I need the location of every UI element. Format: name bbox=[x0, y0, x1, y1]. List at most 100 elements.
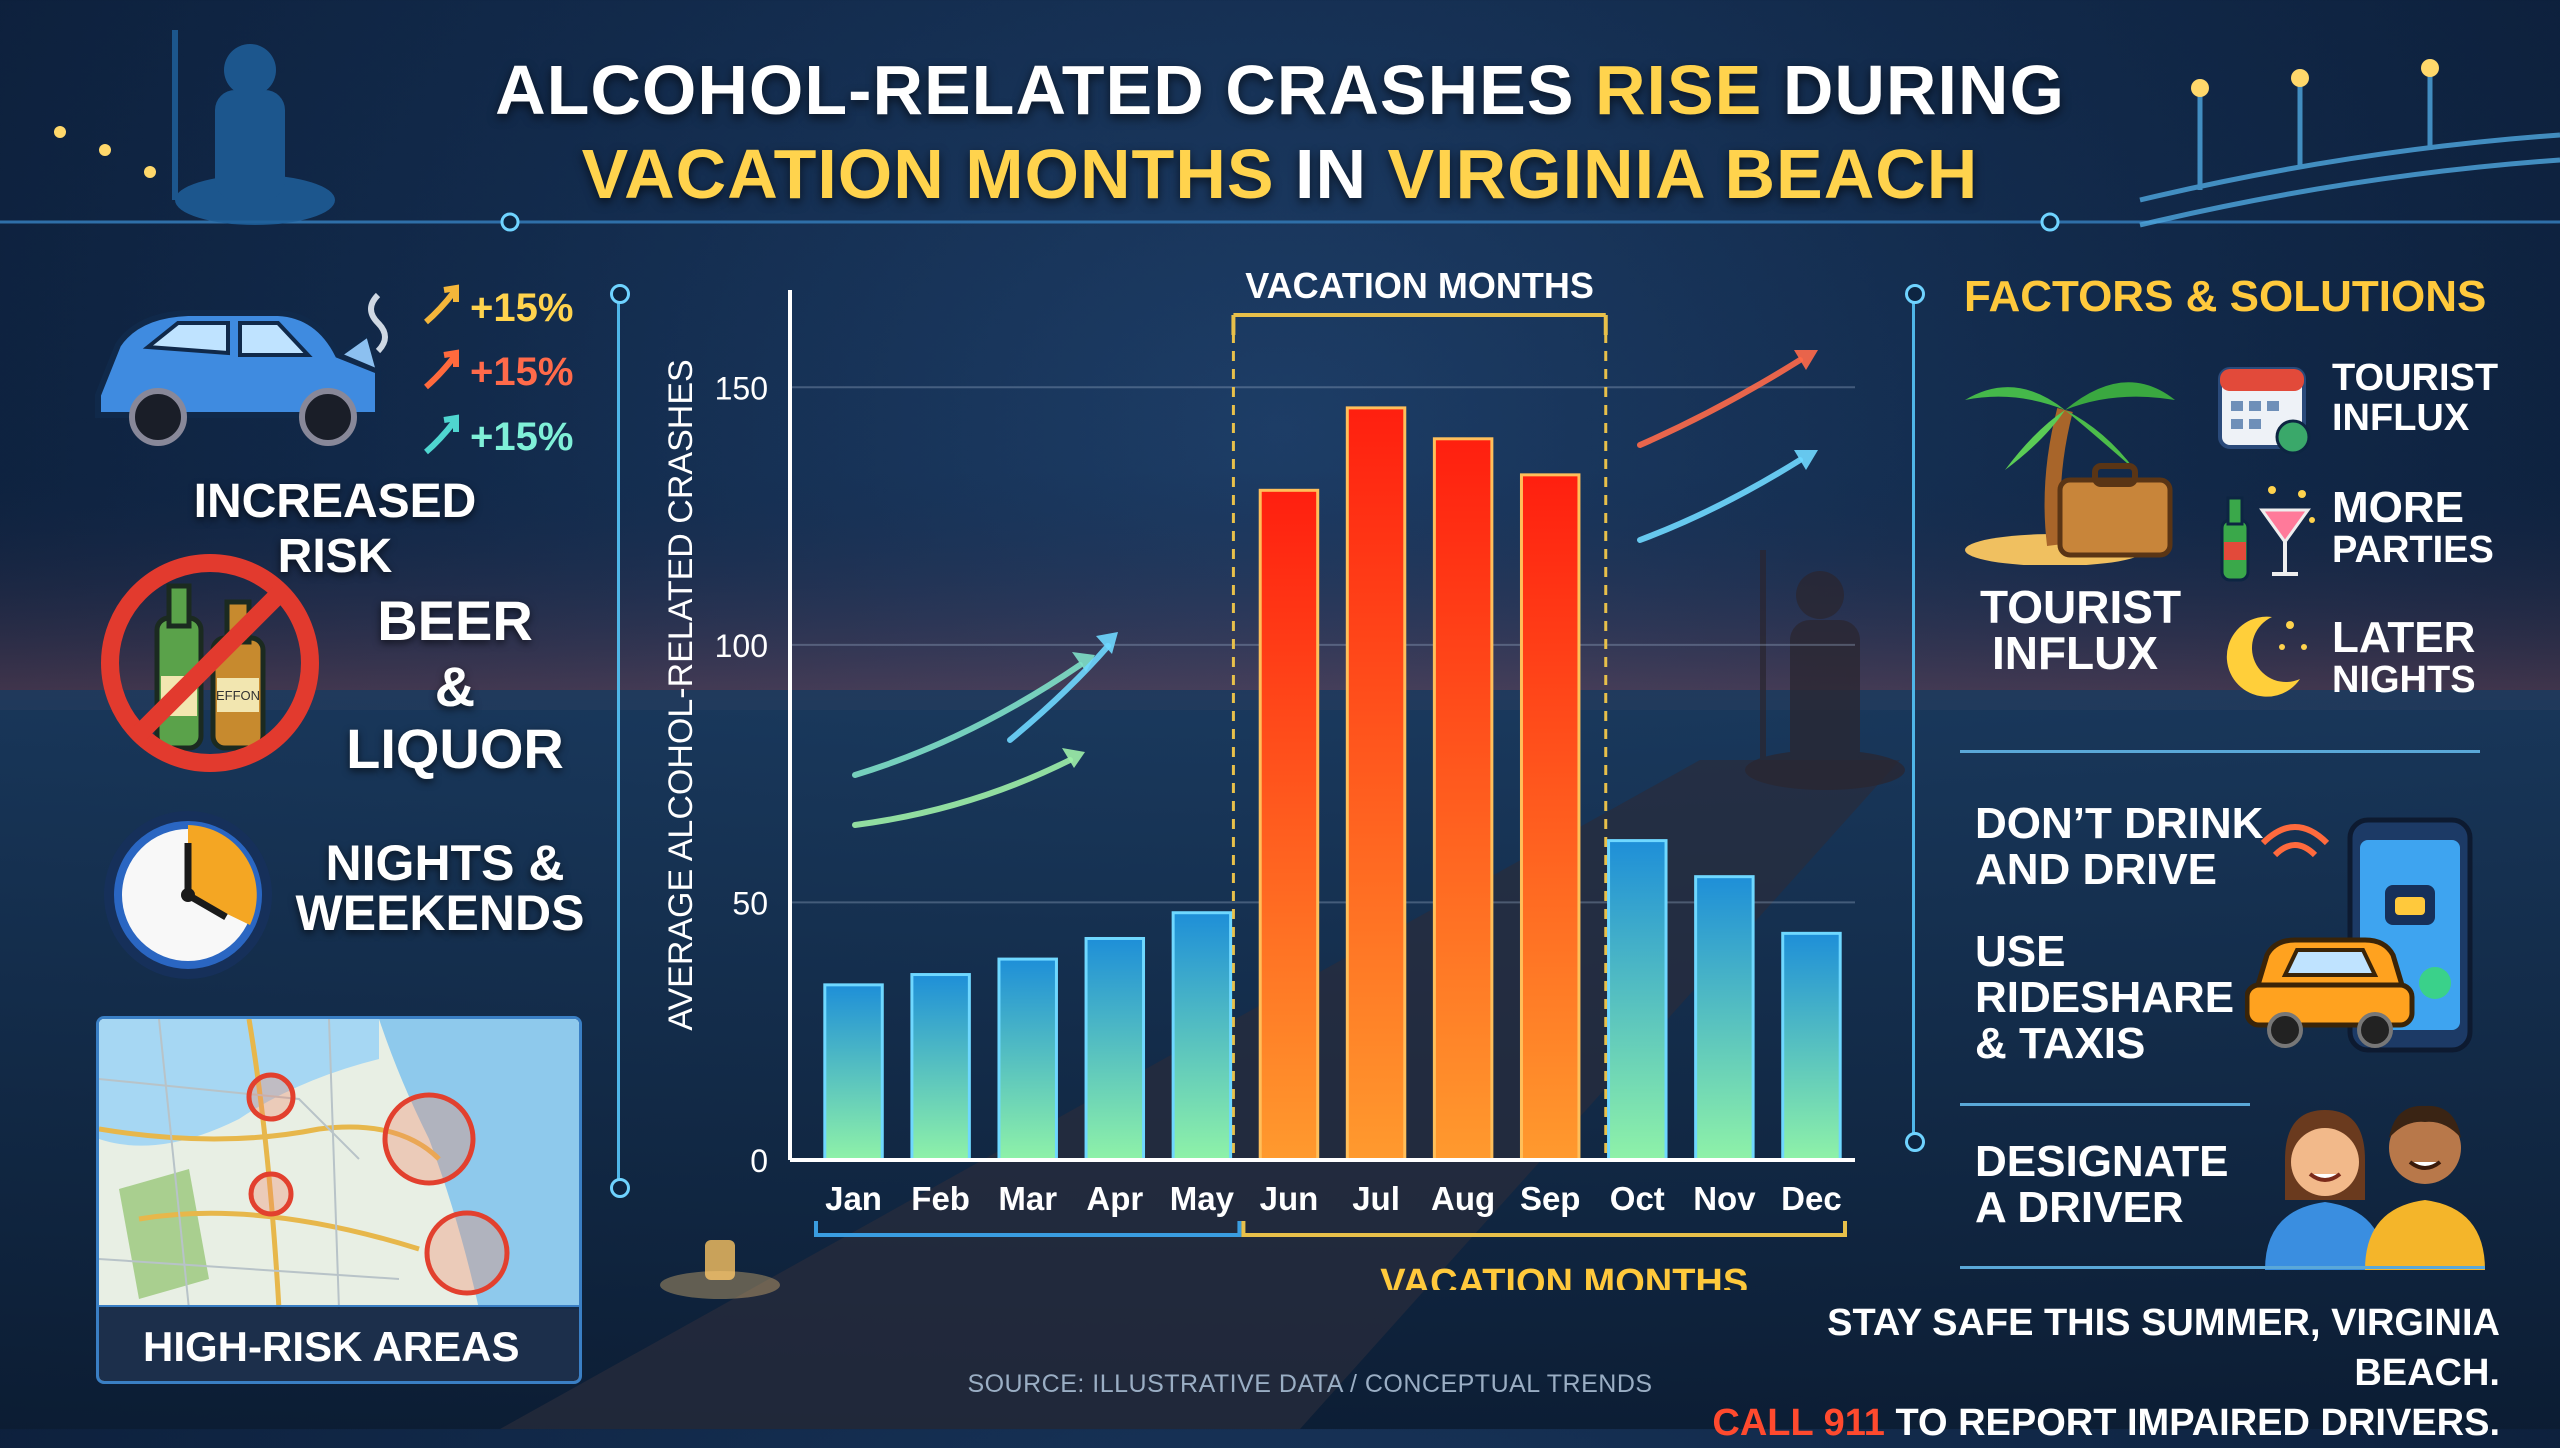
bar-may bbox=[1171, 911, 1233, 1162]
up-arrow-icon bbox=[424, 284, 459, 325]
x-tick-label: Dec bbox=[1781, 1180, 1842, 1217]
call-911-text: CALL 911 bbox=[1712, 1402, 1885, 1444]
bar-feb bbox=[910, 973, 971, 1162]
vacation-months-top-label: VACATION MONTHS bbox=[1245, 270, 1594, 306]
risk-percentage: +15% bbox=[470, 286, 574, 330]
solution-dont-drink-label: DON’T DRINK bbox=[1975, 799, 2264, 848]
vacation-highlight bbox=[814, 313, 1847, 1237]
x-tick-label: Oct bbox=[1610, 1180, 1665, 1217]
high-risk-areas-label: HIGH-RISK AREAS bbox=[143, 1323, 520, 1370]
nights-label: NIGHTS & bbox=[325, 835, 565, 891]
factor-tourist-label: TOURIST bbox=[2332, 357, 2499, 399]
vacation-bracket bbox=[1241, 1221, 1847, 1237]
x-tick-label: Mar bbox=[998, 1180, 1057, 1217]
section-divider bbox=[1960, 1103, 2250, 1106]
x-tick-label: May bbox=[1170, 1180, 1235, 1217]
title-highlight-rise: RISE bbox=[1594, 51, 1763, 129]
party-drinks-icon bbox=[2220, 486, 2315, 582]
bar-oct bbox=[1607, 839, 1668, 1162]
risk-percentage: +15% bbox=[470, 415, 574, 459]
pre-season-bracket bbox=[814, 1221, 1242, 1237]
bar-jan bbox=[823, 983, 884, 1162]
x-tick-label: Jan bbox=[825, 1180, 882, 1217]
crash-bar-chart: 0 50 100 150 Jan Feb Mar Apr May Jun Jul Aug Sep Oct N… bbox=[662, 270, 1855, 1290]
footer-line-1: STAY SAFE THIS SUMMER, VIRGINIA BEACH. bbox=[1827, 1302, 2500, 1394]
x-tick-label: Sep bbox=[1520, 1180, 1581, 1217]
section-divider bbox=[1960, 750, 2480, 753]
trend-arrow-head bbox=[1072, 652, 1095, 672]
risk-percentage: +15% bbox=[470, 350, 574, 394]
solution-use-label: USE bbox=[1975, 927, 2066, 976]
trend-arrow-line bbox=[852, 662, 1083, 778]
trend-arrow-line bbox=[1007, 643, 1111, 743]
trend-arrow-head bbox=[1794, 350, 1818, 370]
footer-line-2-text: TO REPORT IMPAIRED DRIVERS. bbox=[1884, 1402, 2500, 1444]
solution-taxis-label: & TAXIS bbox=[1975, 1019, 2146, 1068]
chart-bars bbox=[823, 406, 1842, 1162]
factor-influx-label: INFLUX bbox=[2332, 397, 2470, 439]
divider-dot bbox=[1905, 1132, 1925, 1152]
y-tick-label: 100 bbox=[715, 628, 768, 664]
x-tick-label: Apr bbox=[1086, 1180, 1143, 1217]
trend-arrow-line bbox=[1637, 457, 1803, 543]
x-tick-label: Jun bbox=[1260, 1180, 1319, 1217]
increased-risk-label: INCREASED RISK bbox=[193, 475, 477, 583]
divider-dot bbox=[610, 284, 630, 304]
trend-arrow-line bbox=[852, 757, 1073, 828]
palm-tree-icon bbox=[1965, 382, 2175, 565]
section-divider bbox=[1960, 1266, 2485, 1269]
rideshare-phone-icon bbox=[2245, 817, 2473, 1053]
high-risk-map: HIGH-RISK AREAS bbox=[96, 1016, 582, 1384]
beer-label: BEER bbox=[377, 589, 533, 652]
x-tick-label: Nov bbox=[1693, 1180, 1756, 1217]
safety-footer: STAY SAFE THIS SUMMER, VIRGINIA BEACH. C… bbox=[1700, 1298, 2500, 1448]
x-tick-label: Aug bbox=[1431, 1180, 1495, 1217]
right-divider bbox=[1912, 290, 1915, 1140]
crashed-car-icon bbox=[95, 292, 388, 446]
bar-sep bbox=[1519, 473, 1581, 1162]
title-text: DURING bbox=[1762, 51, 2065, 129]
bottle-label-text: EFFON bbox=[216, 688, 260, 703]
y-axis-label: AVERAGE ALCOHOL-RELATED CRASHES bbox=[662, 359, 700, 1030]
page-title: ALCOHOL-RELATED CRASHES RISE DURING VACA… bbox=[0, 48, 2560, 216]
map-caption: HIGH-RISK AREAS bbox=[99, 1305, 579, 1381]
divider-dot bbox=[1905, 284, 1925, 304]
x-tick-label: Feb bbox=[911, 1180, 970, 1217]
factors-solutions-heading: FACTORS & SOLUTIONS bbox=[1964, 272, 2487, 321]
trend-arrow-head bbox=[1794, 450, 1818, 470]
tourist-influx-label: TOURIST bbox=[1980, 581, 2182, 633]
designated-driver-people-icon bbox=[2265, 1105, 2485, 1270]
divider-dot bbox=[610, 1178, 630, 1198]
up-arrow-icon bbox=[424, 349, 459, 390]
vacation-months-bottom-label: VACATION MONTHS bbox=[1380, 1262, 1748, 1290]
bar-aug bbox=[1432, 437, 1494, 1162]
left-divider bbox=[617, 290, 620, 1190]
title-highlight-virginia-beach: VIRGINIA BEACH bbox=[1387, 135, 1979, 213]
solution-and-drive-label: AND DRIVE bbox=[1975, 845, 2218, 894]
title-line-1: ALCOHOL-RELATED CRASHES RISE DURING bbox=[0, 48, 2560, 132]
trend-arrow-head bbox=[1096, 632, 1118, 654]
chart-axes: 0 50 100 150 Jan Feb Mar Apr May Jun Jul Aug Sep Oct N… bbox=[715, 290, 1855, 1217]
y-tick-label: 50 bbox=[732, 885, 768, 921]
calendar-icon bbox=[2218, 367, 2311, 455]
clock-icon bbox=[104, 811, 272, 979]
moon-icon bbox=[2226, 616, 2307, 697]
up-arrow-icon bbox=[424, 414, 459, 455]
title-text: ALCOHOL-RELATED CRASHES bbox=[495, 51, 1595, 129]
title-highlight-vacation: VACATION MONTHS bbox=[581, 135, 1275, 213]
trend-arrows bbox=[852, 350, 1818, 828]
map-graphic bbox=[99, 1019, 579, 1309]
factor-more-label: MORE bbox=[2332, 483, 2464, 532]
title-text: IN bbox=[1274, 135, 1388, 213]
bar-nov bbox=[1694, 875, 1755, 1162]
factor-later-label: LATER bbox=[2332, 613, 2476, 662]
factor-nights-label: NIGHTS bbox=[2332, 659, 2476, 701]
tourist-influx-label: INFLUX bbox=[1991, 627, 2159, 679]
title-line-2: VACATION MONTHS IN VIRGINIA BEACH bbox=[0, 132, 2560, 216]
solution-designate-label: DESIGNATE bbox=[1975, 1137, 2229, 1186]
no-alcohol-icon: B EFFON bbox=[101, 554, 319, 772]
bar-dec bbox=[1781, 931, 1842, 1162]
bar-jul bbox=[1345, 406, 1407, 1162]
weekends-label: WEEKENDS bbox=[295, 885, 585, 941]
y-tick-label: 0 bbox=[750, 1143, 768, 1179]
